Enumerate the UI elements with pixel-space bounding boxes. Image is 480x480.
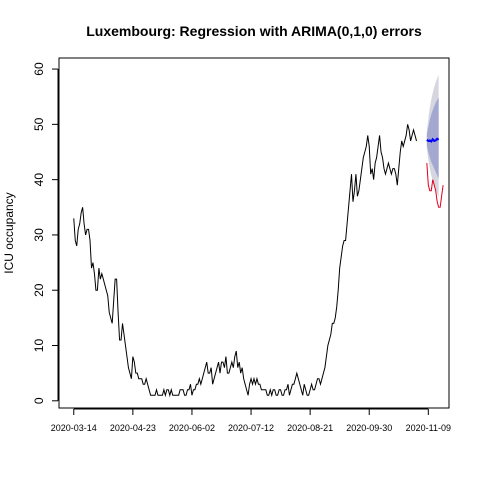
actual-future-line [426, 163, 444, 208]
x-tick-label: 2020-11-09 [406, 423, 451, 433]
forecast-line [426, 137, 440, 143]
series-lines [73, 124, 444, 398]
y-tick-label: 10 [32, 339, 46, 353]
x-tick-label: 2020-09-30 [346, 423, 392, 433]
plot-frame [58, 57, 450, 409]
y-tick-label: 50 [32, 117, 46, 131]
y-axis: 0 10 20 30 40 50 60 [32, 62, 59, 404]
forecast-bands [426, 74, 439, 198]
x-tick-label: 2020-04-23 [110, 423, 156, 433]
chart-title: Luxembourg: Regression with ARIMA(0,1,0)… [86, 23, 422, 39]
x-tick-label: 2020-07-12 [228, 423, 274, 433]
y-axis-label: ICU occupancy [2, 192, 16, 273]
x-tick-label: 2020-06-02 [169, 423, 215, 433]
x-tick-label: 2020-08-21 [287, 423, 333, 433]
x-axis: 2020-03-14 2020-04-23 2020-06-02 2020-07-12… [51, 408, 451, 433]
x-tick-label: 2020-03-14 [51, 423, 97, 433]
y-tick-label: 30 [32, 228, 46, 242]
y-tick-label: 40 [32, 173, 46, 187]
y-tick-label: 20 [32, 283, 46, 297]
y-tick-label: 0 [32, 397, 46, 404]
y-tick-label: 60 [32, 62, 46, 76]
observed-line [73, 124, 417, 398]
